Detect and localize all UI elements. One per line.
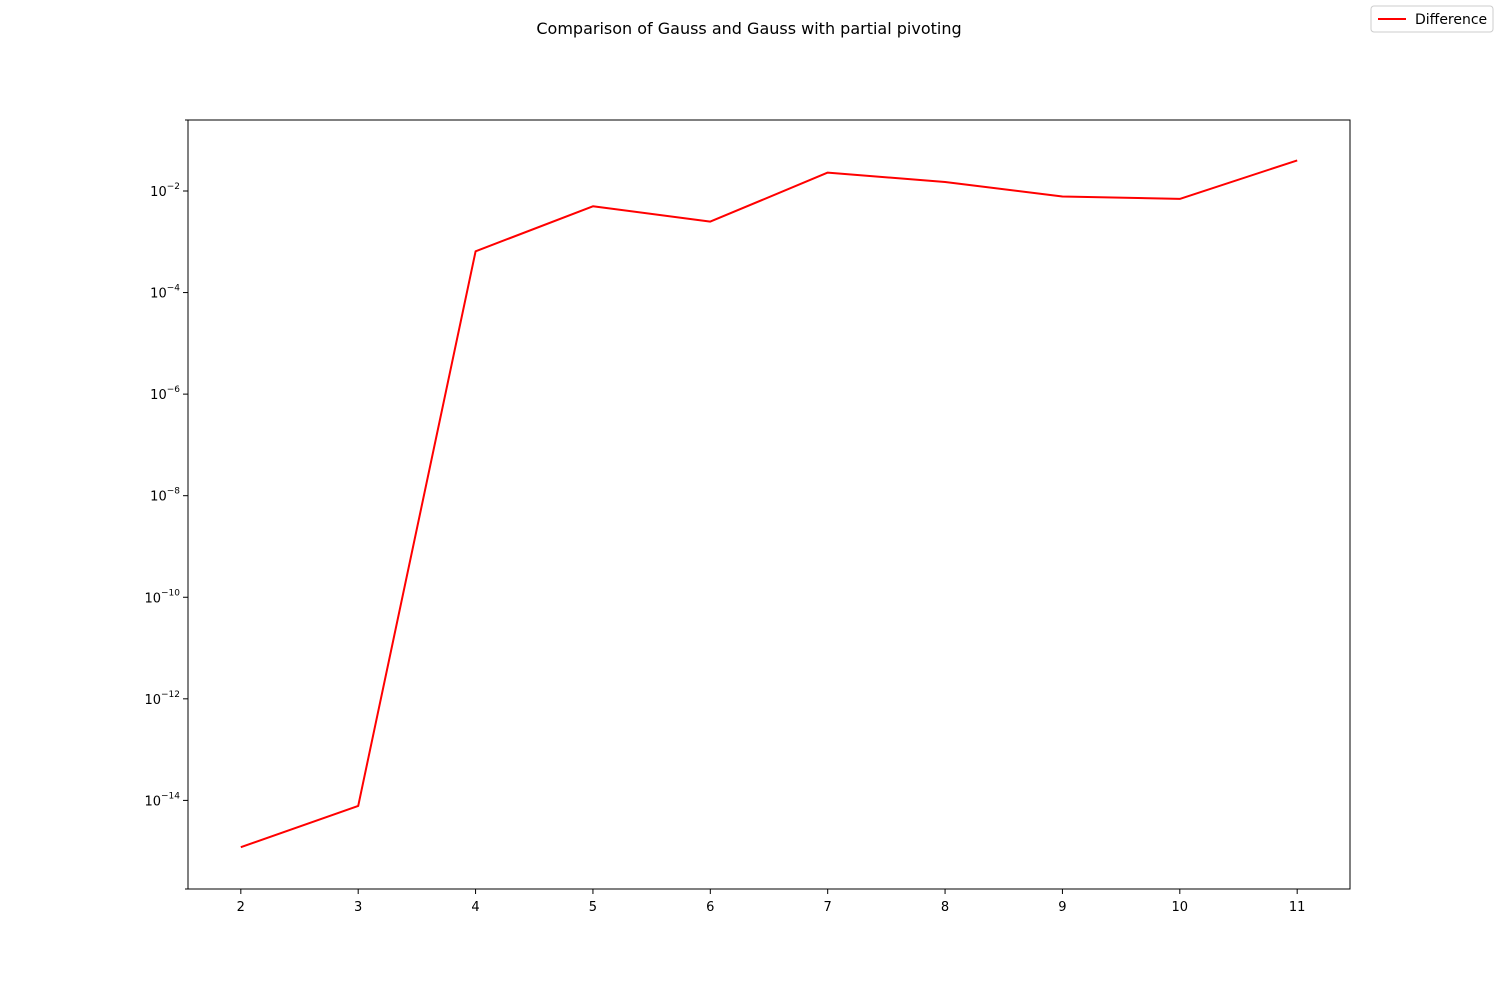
x-tick-label: 3 bbox=[354, 900, 362, 915]
x-tick-label: 6 bbox=[706, 900, 714, 915]
axes-frame bbox=[187, 119, 1351, 890]
x-tick-label: 5 bbox=[589, 900, 597, 915]
y-tick-label: 10−2 bbox=[150, 182, 180, 200]
legend: Difference bbox=[1370, 5, 1494, 33]
x-tick-label: 4 bbox=[471, 900, 479, 915]
x-tick-label: 7 bbox=[824, 900, 832, 915]
y-tick-label: 10−12 bbox=[144, 690, 180, 708]
y-tick-label: 10−10 bbox=[144, 588, 180, 606]
x-tick-label: 11 bbox=[1289, 900, 1306, 915]
chart-title: Comparison of Gauss and Gauss with parti… bbox=[536, 19, 961, 38]
x-tick-label: 2 bbox=[237, 900, 245, 915]
legend-label: Difference bbox=[1415, 12, 1487, 28]
y-tick-label: 10−4 bbox=[150, 284, 180, 302]
legend-frame bbox=[1370, 5, 1494, 33]
x-tick-label: 10 bbox=[1172, 900, 1189, 915]
series-line-difference bbox=[240, 159, 1298, 849]
x-tick-label: 9 bbox=[1058, 900, 1066, 915]
y-tick-label: 10−14 bbox=[144, 791, 180, 809]
plot-area: 2 3 4 5 6 7 8 9 10 11 10−2 10−4 10−6 10−8 10−10 10−12 10… bbox=[144, 119, 1351, 915]
y-tick-label: 10−8 bbox=[150, 487, 180, 505]
x-tick-label: 8 bbox=[941, 900, 949, 915]
y-tick-label: 10−6 bbox=[150, 385, 180, 403]
